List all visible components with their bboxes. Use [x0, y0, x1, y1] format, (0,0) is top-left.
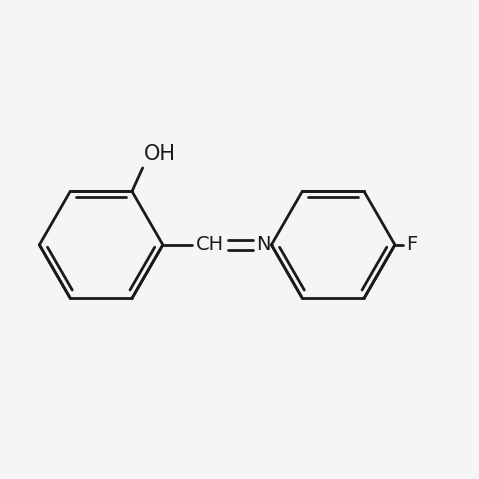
Text: F: F — [407, 235, 418, 254]
Text: N: N — [256, 235, 270, 254]
Text: OH: OH — [144, 144, 176, 164]
Text: CH: CH — [195, 235, 224, 254]
